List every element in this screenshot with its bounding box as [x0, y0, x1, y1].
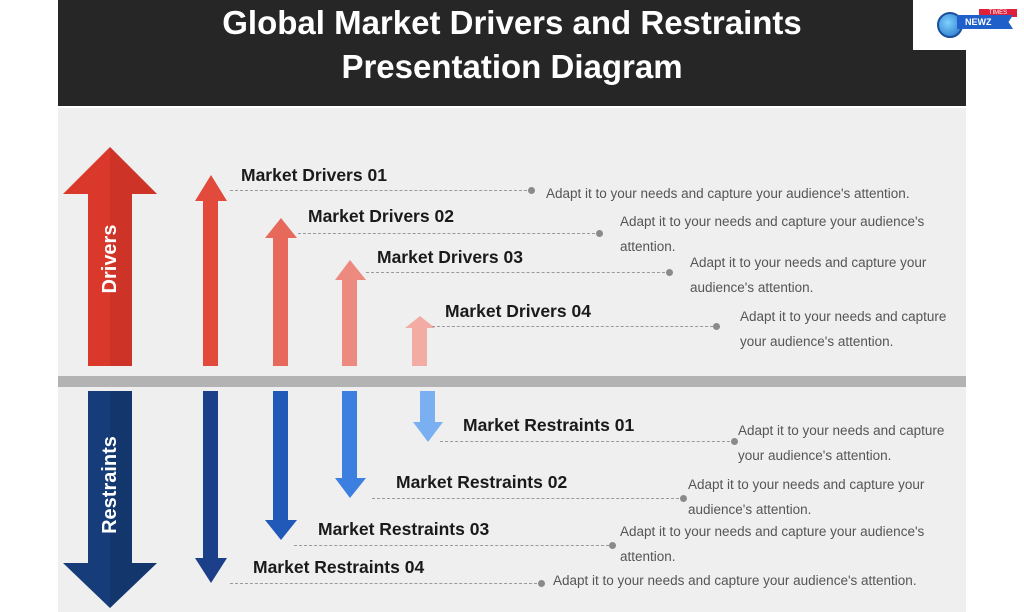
- restraint-arrow-4-icon: [195, 391, 227, 583]
- restraint-leader-4: [230, 583, 542, 584]
- driver-text-3: Adapt it to your needs and capture your …: [690, 255, 927, 295]
- driver-text-1: Adapt it to your needs and capture your …: [546, 186, 910, 201]
- restraint-title-1: Market Restraints 01: [463, 415, 635, 435]
- restraint-arrow-1-icon: [413, 391, 443, 442]
- site-logo[interactable]: TIMES NEWZ: [913, 0, 1024, 50]
- driver-title-4: Market Drivers 04: [445, 301, 591, 321]
- driver-dot-3: [666, 269, 673, 276]
- driver-dot-2: [596, 230, 603, 237]
- restraint-text-2: Adapt it to your needs and capture your …: [688, 477, 925, 517]
- restraints-main-arrow-icon: [63, 391, 157, 608]
- restraint-leader-1: [440, 441, 735, 442]
- driver-arrow-4-icon: [405, 316, 435, 366]
- restraint-leader-3: [294, 545, 614, 546]
- restraint-dot-4: [538, 580, 545, 587]
- restraint-text-4: Adapt it to your needs and capture your …: [553, 573, 917, 588]
- restraint-text-3: Adapt it to your needs and capture your …: [620, 524, 925, 564]
- driver-dot-4: [713, 323, 720, 330]
- restraint-text-1: Adapt it to your needs and capture your …: [738, 423, 945, 463]
- restraint-leader-2: [372, 498, 684, 499]
- driver-arrow-3-icon: [335, 260, 366, 366]
- title-bar: Global Market Drivers and Restraints Pre…: [58, 0, 966, 106]
- drivers-label: Drivers: [99, 224, 121, 294]
- restraint-title-2: Market Restraints 02: [396, 472, 568, 492]
- restraint-arrow-2-icon: [335, 391, 366, 498]
- driver-leader-3: [366, 272, 670, 273]
- restraint-arrow-3-icon: [265, 391, 297, 540]
- drivers-main-arrow-shade: [110, 147, 157, 366]
- section-divider: [58, 376, 966, 387]
- restraint-dot-2: [680, 495, 687, 502]
- logo-text: NEWZ: [957, 15, 1013, 29]
- driver-arrow-2-icon: [265, 218, 297, 366]
- driver-title-1: Market Drivers 01: [241, 165, 387, 185]
- logo-tagline: TIMES: [979, 9, 1017, 17]
- restraints-label: Restraints: [99, 436, 121, 534]
- restraint-dot-3: [609, 542, 616, 549]
- page-title-line-1: Global Market Drivers and Restraints: [222, 4, 802, 41]
- restraint-title-4: Market Restraints 04: [253, 557, 425, 577]
- restraint-dot-1: [731, 438, 738, 445]
- driver-title-2: Market Drivers 02: [308, 206, 454, 226]
- driver-dot-1: [528, 187, 535, 194]
- driver-leader-1: [230, 190, 532, 191]
- restraint-title-3: Market Restraints 03: [318, 519, 490, 539]
- page-title-line-2: Presentation Diagram: [341, 48, 683, 85]
- driver-arrow-1-icon: [195, 175, 227, 366]
- restraints-main-arrow-shade: [110, 391, 157, 608]
- driver-title-3: Market Drivers 03: [377, 247, 523, 267]
- driver-text-4: Adapt it to your needs and capture your …: [740, 309, 947, 349]
- driver-leader-4: [432, 326, 718, 327]
- drivers-main-arrow-icon: [63, 147, 157, 366]
- driver-text-2: Adapt it to your needs and capture your …: [620, 214, 925, 254]
- driver-leader-2: [298, 233, 600, 234]
